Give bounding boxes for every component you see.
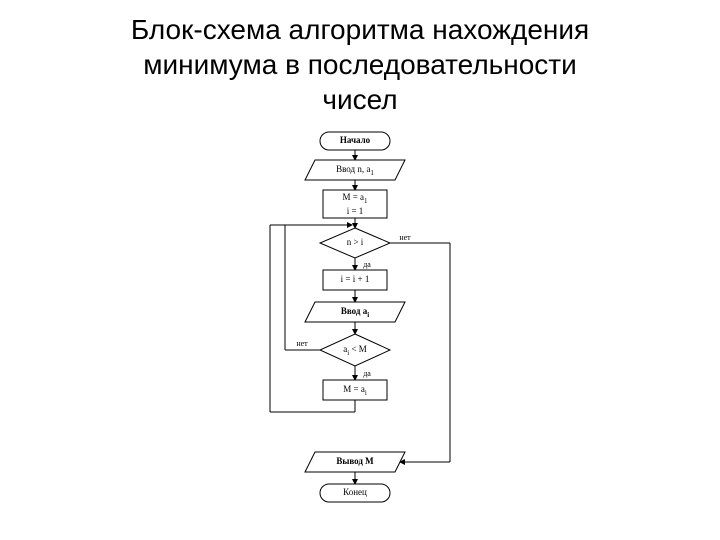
node-start-label: Начало (340, 135, 371, 145)
node-init-l2: i = 1 (347, 206, 364, 216)
slide-title: Блок-схема алгоритма нахождения минимума… (0, 0, 720, 117)
node-end-label: Конец (343, 487, 367, 497)
node-output-label: Вывод M (336, 456, 374, 466)
node-inc-label: i = i + 1 (341, 274, 370, 284)
node-dec1-label: n > i (347, 237, 364, 247)
title-line-1: Блок-схема алгоритма нахождения (20, 12, 700, 47)
dec1-yes-label: да (363, 260, 371, 269)
title-line-3: чисел (20, 82, 700, 117)
dec2-no-label: нет (296, 339, 308, 348)
flowchart-diagram: Начало Ввод n, a1 M = a1 i = 1 n > i нет… (230, 130, 490, 530)
title-line-2: минимума в последовательности (20, 47, 700, 82)
dec2-yes-label: да (363, 369, 371, 378)
dec1-no-label: нет (399, 233, 411, 242)
